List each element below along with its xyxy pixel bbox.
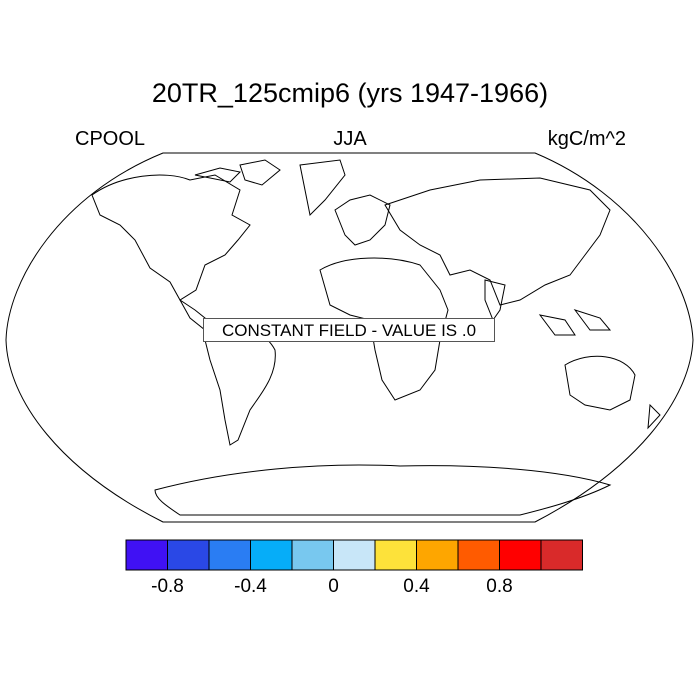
colorbar-box bbox=[374, 539, 417, 571]
colorbar-box bbox=[291, 539, 334, 571]
colorbar-tick-label: 0 bbox=[328, 576, 339, 597]
colorbar-box bbox=[208, 539, 251, 571]
map-title: 20TR_125cmip6 (yrs 1947-1966) bbox=[151, 78, 549, 108]
colorbar-tick-label: -0.8 bbox=[151, 576, 184, 597]
units-label: kgC/m^2 bbox=[547, 128, 626, 150]
colorbar-box bbox=[167, 539, 210, 571]
colorbar-box bbox=[250, 539, 293, 571]
colorbar-box bbox=[125, 539, 168, 571]
constant-field-note: CONSTANT FIELD - VALUE IS .0 bbox=[203, 318, 495, 342]
season-label: JJA bbox=[333, 128, 367, 150]
colorbar-box bbox=[333, 539, 376, 571]
map-boundary bbox=[5, 152, 694, 523]
colorbar-tick-label: -0.4 bbox=[234, 576, 267, 597]
colorbar-box bbox=[457, 539, 500, 571]
colorbar-tick-label: 0.8 bbox=[486, 576, 513, 597]
colorbar-tick-label: 0.4 bbox=[403, 576, 430, 597]
variable-label: CPOOL bbox=[75, 128, 146, 150]
colorbar-box bbox=[499, 539, 542, 571]
colorbar-box bbox=[540, 539, 583, 571]
colorbar-box bbox=[416, 539, 459, 571]
